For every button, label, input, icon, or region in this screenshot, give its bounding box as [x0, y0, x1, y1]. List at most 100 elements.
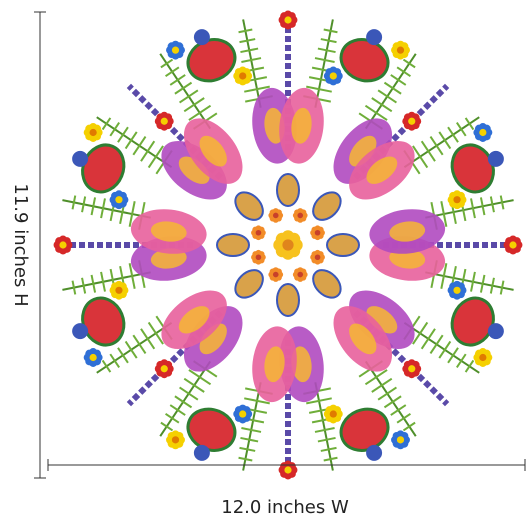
- fern-stem: [403, 321, 480, 374]
- flower-center: [329, 410, 337, 418]
- flower-center: [115, 286, 123, 294]
- butterfly-wing-inner: [150, 221, 187, 242]
- beetle-head: [72, 150, 89, 167]
- fern-leaf: [429, 136, 444, 156]
- fern-leaf: [183, 97, 205, 113]
- fern-leaf: [169, 74, 186, 86]
- fern-leaf: [147, 321, 164, 345]
- fern-leaf: [412, 321, 429, 345]
- flower: [292, 267, 308, 282]
- fern-leaf: [390, 404, 407, 416]
- fern-leaf: [489, 196, 495, 213]
- fern-leaf: [100, 271, 106, 292]
- fern-leaf: [364, 369, 388, 386]
- fern-leaf: [81, 196, 87, 213]
- flower: [473, 123, 493, 142]
- fern-stem: [159, 360, 212, 437]
- fern-leaf: [244, 397, 270, 405]
- flower-center: [408, 117, 416, 125]
- fern-leaf: [320, 446, 337, 452]
- fern-leaf: [90, 197, 97, 216]
- flower: [251, 225, 266, 241]
- flower-center: [284, 16, 292, 24]
- flower: [292, 208, 308, 223]
- fern-leaf: [132, 136, 147, 156]
- fern-leaf: [499, 195, 505, 210]
- fern-stem: [314, 382, 334, 471]
- flower: [233, 66, 253, 86]
- fern-leaf: [90, 274, 97, 293]
- flower-center: [509, 241, 517, 249]
- flower: [273, 230, 303, 260]
- flower: [154, 359, 174, 379]
- fern-leaf: [440, 263, 448, 289]
- fern-leaf: [81, 277, 87, 294]
- flower: [53, 235, 73, 255]
- small-butterfly: [312, 191, 342, 221]
- small-butterfly: [234, 269, 264, 299]
- flower: [268, 267, 284, 282]
- fern-leaf: [317, 47, 336, 54]
- flower: [109, 280, 129, 300]
- fern-leaf: [238, 456, 253, 462]
- fern-stem: [314, 19, 334, 108]
- fern-stem: [62, 271, 151, 291]
- flower-center: [479, 128, 487, 137]
- fern-stem: [425, 271, 514, 291]
- flower-center: [479, 353, 487, 362]
- fern-leaf: [140, 140, 156, 162]
- height-label: 11.9 inches H: [10, 183, 31, 306]
- butterfly-wing-inner: [366, 306, 398, 334]
- fern-leaf: [160, 421, 174, 432]
- flower-center: [314, 229, 321, 236]
- fern-leaf: [71, 195, 77, 210]
- flower: [233, 404, 253, 424]
- fern-leaf: [147, 145, 164, 169]
- fern-leaf: [244, 85, 270, 93]
- fern-leaf: [396, 413, 411, 424]
- butterfly-wing-inner: [389, 221, 426, 242]
- fern-leaf: [124, 340, 138, 359]
- flower: [154, 111, 174, 131]
- fern-leaf: [179, 386, 199, 401]
- fern-leaf: [464, 117, 475, 131]
- fern-leaf: [109, 353, 120, 368]
- flower-center: [160, 117, 168, 125]
- small-butterfly: [276, 173, 300, 207]
- flower: [323, 404, 343, 424]
- fern-stem: [96, 321, 173, 374]
- flower-center: [59, 241, 67, 249]
- fern-leaf: [240, 47, 259, 54]
- fern-leaf: [447, 347, 459, 364]
- fern-leaf: [239, 38, 256, 44]
- flower: [278, 10, 298, 30]
- fern-leaf: [320, 38, 337, 44]
- fern-leaf: [479, 197, 486, 216]
- width-label: 12.0 inches W: [221, 497, 349, 518]
- fern-leaf: [377, 89, 397, 104]
- flower-center: [396, 46, 405, 54]
- fern-stem: [242, 382, 262, 471]
- height-dimension: [34, 11, 46, 479]
- width-dimension: [47, 459, 526, 471]
- fern-leaf: [440, 201, 448, 227]
- flower-center: [453, 196, 461, 204]
- fern-leaf: [456, 353, 467, 368]
- fern-leaf: [240, 436, 259, 443]
- fern-leaf: [132, 334, 147, 354]
- fern-leaf: [470, 271, 476, 292]
- fern-leaf: [470, 198, 476, 219]
- fern-stem: [403, 116, 480, 169]
- flower-center: [255, 254, 262, 261]
- fern-leaf: [323, 456, 338, 462]
- fern-leaf: [383, 81, 402, 95]
- fern-leaf: [314, 57, 335, 63]
- small-butterfly: [234, 191, 264, 221]
- flower: [447, 280, 467, 300]
- fern-leaf: [128, 263, 136, 289]
- fern-leaf: [390, 74, 407, 86]
- fern-leaf: [456, 122, 467, 137]
- fern-leaf: [377, 386, 397, 401]
